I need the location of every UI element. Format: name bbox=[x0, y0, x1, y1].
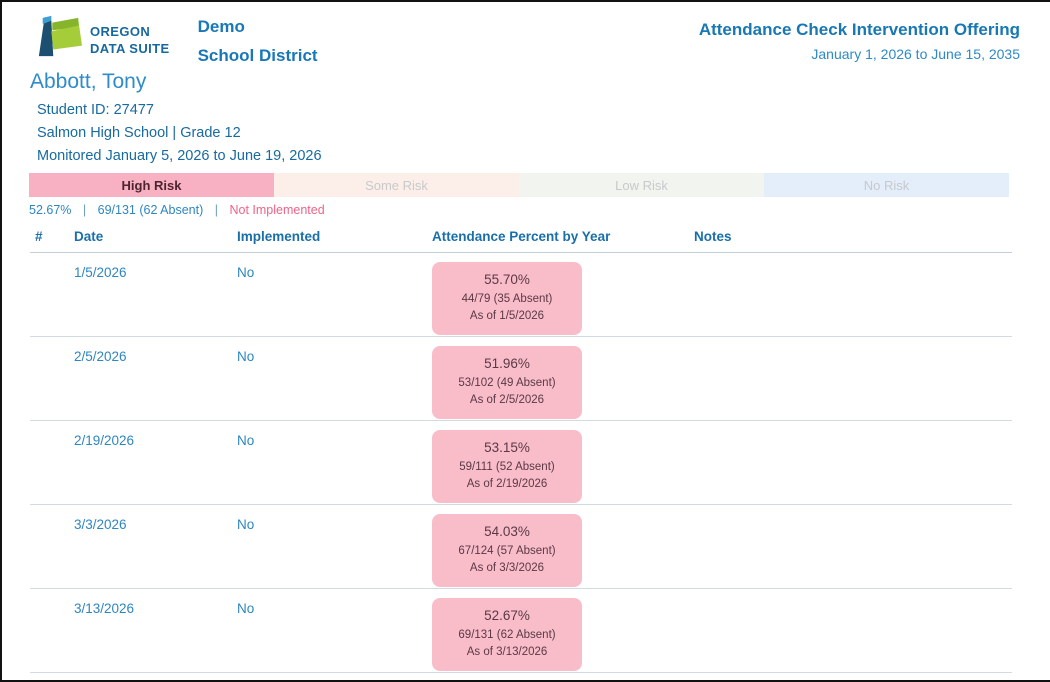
attendance-ratio: 59/111 (52 Absent) bbox=[459, 461, 555, 473]
attendance-ratio: 69/131 (62 Absent) bbox=[458, 629, 556, 641]
notes-cell bbox=[694, 262, 1012, 336]
risk-segment-some: Some Risk bbox=[274, 173, 519, 197]
check-date-link[interactable]: 3/13/2026 bbox=[74, 601, 135, 616]
logo-wordmark: OREGON DATA SUITE bbox=[90, 24, 170, 58]
student-name: Abbott, Tony bbox=[30, 70, 147, 93]
district-line2: School District bbox=[197, 46, 318, 66]
attendance-as-of: As of 2/19/2026 bbox=[466, 477, 548, 490]
check-date-link[interactable]: 3/3/2026 bbox=[74, 517, 127, 532]
implemented-value: No bbox=[237, 349, 255, 364]
attendance-percent: 53.15% bbox=[484, 440, 530, 455]
student-school-grade: Salmon High School | Grade 12 bbox=[37, 125, 241, 141]
notes-cell bbox=[694, 430, 1012, 504]
row-number bbox=[30, 514, 74, 588]
attendance-ratio: 67/124 (57 Absent) bbox=[458, 545, 556, 557]
attendance-ratio: 44/79 (35 Absent) bbox=[461, 293, 553, 305]
table-row: 2/5/2026 No 51.96% 53/102 (49 Absent) As… bbox=[30, 337, 1012, 421]
brand: OREGON DATA SUITE Demo School District bbox=[36, 12, 318, 70]
table-row: 2/19/2026 No 53.15% 59/111 (52 Absent) A… bbox=[30, 421, 1012, 505]
row-number bbox=[30, 346, 74, 420]
attendance-percent-box: 53.15% 59/111 (52 Absent) As of 2/19/202… bbox=[432, 430, 582, 504]
risk-segment-low: Low Risk bbox=[519, 173, 764, 197]
attendance-as-of: As of 3/3/2026 bbox=[469, 561, 545, 574]
student-details: Student ID: 27477 Salmon High School | G… bbox=[37, 99, 1050, 168]
notes-cell bbox=[694, 514, 1012, 588]
attendance-percent-box: 51.96% 53/102 (49 Absent) As of 2/5/2026 bbox=[432, 346, 582, 420]
attendance-summary: 52.67% | 69/131 (62 Absent) | Not Implem… bbox=[29, 203, 1050, 220]
report-title: Attendance Check Intervention Offering bbox=[698, 20, 1020, 39]
table-row: 3/13/2026 No 52.67% 69/131 (62 Absent) A… bbox=[30, 589, 1012, 673]
risk-level-bar: High Risk Some Risk Low Risk No Risk bbox=[29, 173, 1009, 197]
risk-segment-high: High Risk bbox=[29, 173, 274, 197]
attendance-as-of: As of 2/5/2026 bbox=[469, 393, 545, 406]
implemented-value: No bbox=[237, 601, 255, 616]
row-number bbox=[30, 430, 74, 504]
attendance-cell: 52.67% 69/131 (62 Absent) As of 3/13/202… bbox=[432, 598, 694, 672]
column-header-notes: Notes bbox=[694, 229, 732, 244]
attendance-percent: 52.67% bbox=[484, 608, 530, 623]
summary-separator: | bbox=[214, 203, 218, 217]
student-id: Student ID: 27477 bbox=[37, 102, 154, 118]
attendance-percent: 55.70% bbox=[484, 272, 530, 287]
column-header-attendance: Attendance Percent by Year bbox=[432, 229, 611, 244]
district-name: Demo School District bbox=[198, 12, 318, 70]
report-head: Attendance Check Intervention Offering J… bbox=[699, 12, 1020, 62]
risk-segment-no: No Risk bbox=[764, 173, 1009, 197]
report-header: OREGON DATA SUITE Demo School District Att… bbox=[2, 2, 1050, 65]
notes-cell bbox=[694, 346, 1012, 420]
student-monitored-range: Monitored January 5, 2026 to June 19, 20… bbox=[37, 148, 322, 164]
attendance-percent: 54.03% bbox=[484, 524, 530, 539]
implemented-value: No bbox=[237, 265, 255, 280]
column-header-num: # bbox=[35, 229, 43, 244]
summary-ratio: 69/131 (62 Absent) bbox=[97, 203, 204, 217]
report-date-range: January 1, 2026 to June 15, 2035 bbox=[811, 46, 1020, 62]
implementation-status: Not Implemented bbox=[229, 203, 325, 217]
check-date-link[interactable]: 1/5/2026 bbox=[74, 265, 127, 280]
student-section: Abbott, Tony Student ID: 27477 Salmon Hi… bbox=[2, 70, 1050, 168]
logo-line2: DATA SUITE bbox=[90, 40, 170, 56]
check-date-link[interactable]: 2/19/2026 bbox=[74, 433, 135, 448]
row-number bbox=[30, 598, 74, 672]
row-number bbox=[30, 262, 74, 336]
implemented-value: No bbox=[237, 517, 255, 532]
implemented-value: No bbox=[237, 433, 255, 448]
attendance-cell: 54.03% 67/124 (57 Absent) As of 3/3/2026 bbox=[432, 514, 694, 588]
attendance-percent-box: 54.03% 67/124 (57 Absent) As of 3/3/2026 bbox=[432, 514, 582, 588]
attendance-cell: 51.96% 53/102 (49 Absent) As of 2/5/2026 bbox=[432, 346, 694, 420]
table-row: 1/5/2026 No 55.70% 44/79 (35 Absent) As … bbox=[30, 253, 1012, 337]
oregon-data-suite-logo bbox=[38, 15, 82, 57]
intervention-table: # Date Implemented Attendance Percent by… bbox=[30, 220, 1012, 680]
summary-separator: | bbox=[82, 203, 87, 217]
table-row-partial: 3/27/2026 No membership for this date bbox=[30, 673, 1012, 680]
attendance-cell: 53.15% 59/111 (52 Absent) As of 2/19/202… bbox=[432, 430, 694, 504]
table-header-row: # Date Implemented Attendance Percent by… bbox=[30, 220, 1012, 253]
column-header-date: Date bbox=[74, 229, 104, 244]
table-row: 3/3/2026 No 54.03% 67/124 (57 Absent) As… bbox=[30, 505, 1012, 589]
attendance-as-of: As of 1/5/2026 bbox=[469, 309, 545, 322]
attendance-percent-box: 52.67% 69/131 (62 Absent) As of 3/13/202… bbox=[432, 598, 582, 672]
column-header-implemented: Implemented bbox=[237, 229, 321, 244]
logo-line1: OREGON bbox=[90, 24, 151, 39]
attendance-as-of: As of 3/13/2026 bbox=[466, 645, 548, 658]
attendance-percent: 51.96% bbox=[484, 356, 530, 371]
attendance-cell: 55.70% 44/79 (35 Absent) As of 1/5/2026 bbox=[432, 262, 694, 336]
attendance-percent-box: 55.70% 44/79 (35 Absent) As of 1/5/2026 bbox=[432, 262, 582, 336]
district-line1: Demo bbox=[197, 17, 245, 36]
check-date-link[interactable]: 2/5/2026 bbox=[74, 349, 127, 364]
attendance-ratio: 53/102 (49 Absent) bbox=[458, 377, 556, 389]
summary-percent: 52.67% bbox=[29, 203, 72, 217]
notes-cell bbox=[694, 598, 1012, 672]
